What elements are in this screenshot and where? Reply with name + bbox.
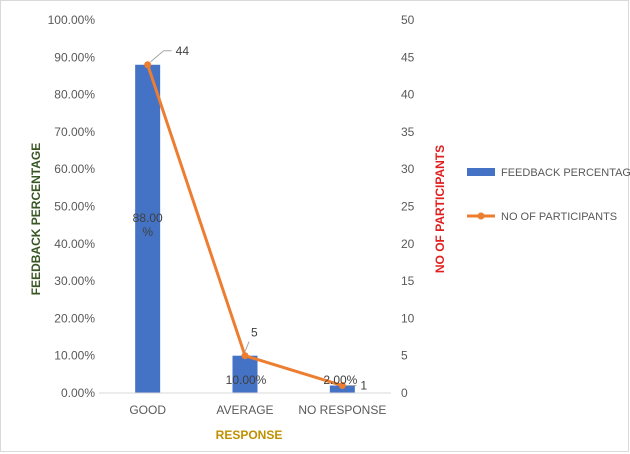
y-tick-label: 0.00%	[61, 386, 95, 400]
line-series	[144, 61, 346, 390]
y-tick-label: 10.00%	[54, 349, 95, 363]
legend-label-line: NO OF PARTICIPANTS	[501, 211, 617, 223]
bar-data-label: 2.00%	[323, 373, 357, 387]
y2-tick-label: 35	[401, 125, 415, 139]
bar	[329, 385, 355, 393]
y2-tick-label: 50	[401, 13, 415, 27]
legend-swatch-bar	[467, 168, 495, 176]
line-data-label: 1	[360, 379, 367, 393]
bar	[135, 64, 161, 393]
legend-swatch-marker	[477, 212, 485, 220]
y-axis-title: FEEDBACK PERCENTAGE	[29, 143, 43, 295]
y-tick-label: 70.00%	[54, 125, 95, 139]
bar-data-label: 10.00%	[226, 373, 267, 387]
line-point	[144, 61, 152, 69]
y-tick-label: 100.00%	[48, 13, 96, 27]
line-label-leader	[244, 341, 250, 352]
x-axis-title: RESPONSE	[216, 428, 283, 442]
y-tick-label: 30.00%	[54, 274, 95, 288]
line-data-label: 5	[251, 326, 258, 340]
y2-tick-label: 25	[401, 200, 415, 214]
y-tick-label: 90.00%	[54, 50, 95, 64]
data-labels: 88.00 % 10.00% 2.00% 44 5 1	[133, 44, 368, 393]
y2-axis-title: NO OF PARTICIPANTS	[433, 145, 447, 273]
right-axis-ticks: 0 5 10 15 20 25 30 35 40 45 50	[401, 13, 415, 400]
bar-series	[135, 64, 355, 393]
line-point	[338, 382, 346, 390]
y2-tick-label: 45	[401, 50, 415, 64]
bar	[232, 355, 258, 393]
bar-data-label: 88.00%	[133, 211, 163, 239]
y-tick-label: 20.00%	[54, 311, 95, 325]
line-point	[241, 352, 249, 360]
y2-tick-label: 40	[401, 88, 415, 102]
x-category-label: NO RESPONSE	[298, 403, 386, 417]
y-tick-label: 40.00%	[54, 237, 95, 251]
y-tick-label: 60.00%	[54, 162, 95, 176]
category-labels: GOOD AVERAGE NO RESPONSE	[129, 403, 386, 417]
legend: FEEDBACK PERCENTAGE NO OF PARTICIPANTS	[467, 167, 630, 223]
y-tick-label: 50.00%	[54, 200, 95, 214]
line-label-leader	[150, 50, 164, 63]
line-data-label: 44	[176, 44, 190, 58]
left-axis-ticks: 0.00% 10.00% 20.00% 30.00% 40.00% 50.00% 60.00…	[48, 13, 96, 400]
x-category-label: AVERAGE	[216, 403, 273, 417]
legend-label-bar: FEEDBACK PERCENTAGE	[501, 167, 630, 179]
y2-tick-label: 15	[401, 274, 415, 288]
y2-tick-label: 30	[401, 162, 415, 176]
y2-tick-label: 0	[401, 386, 408, 400]
y2-tick-label: 5	[401, 349, 408, 363]
x-category-label: GOOD	[129, 403, 166, 417]
y2-tick-label: 20	[401, 237, 415, 251]
y2-tick-label: 10	[401, 311, 415, 325]
y-tick-label: 80.00%	[54, 88, 95, 102]
series-line	[146, 64, 343, 387]
